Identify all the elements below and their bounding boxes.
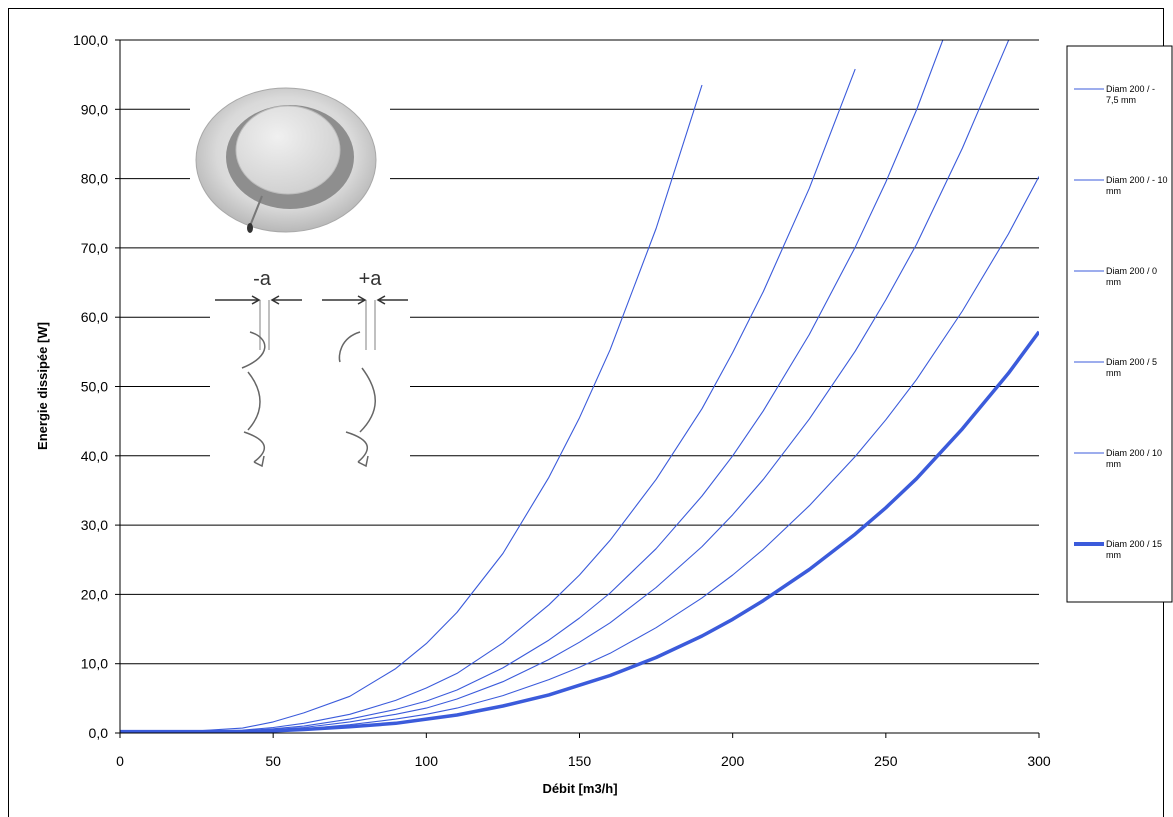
legend-label: mm [1106,277,1121,287]
series-line-6 [120,330,1039,733]
x-tick-label: 0 [116,753,124,769]
y-tick-label: 10,0 [81,656,108,672]
x-tick-label: 300 [1027,753,1051,769]
x-tick-label: 50 [265,753,281,769]
valve-photo [195,87,377,233]
legend-label: mm [1106,368,1121,378]
legend-label: mm [1106,186,1121,196]
legend-label: Diam 200 / 15 [1106,539,1162,549]
y-tick-label: 20,0 [81,586,108,602]
y-tick-label: 80,0 [81,171,108,187]
setting-schematic [215,295,408,468]
legend-label: Diam 200 / - [1106,84,1155,94]
y-tick-label: 50,0 [81,379,108,395]
legend-label: Diam 200 / 0 [1106,266,1157,276]
x-tick-labels: 0 50 100 150 200 250 300 [116,733,1051,769]
inset-label-plus-a: +a [359,268,383,290]
legend-label: Diam 200 / - 10 [1106,175,1168,185]
legend-label: mm [1106,459,1121,469]
y-tick-label: 30,0 [81,517,108,533]
x-tick-label: 250 [874,753,898,769]
inset-label-minus-a: -a [253,268,272,290]
series-line-2 [120,68,856,733]
x-axis-title: Débit [m3/h] [542,781,617,796]
y-axis-title: Energie dissipée [W] [35,322,50,450]
y-tick-label: 70,0 [81,240,108,256]
series-line-1 [120,84,703,733]
series-lines [120,40,1039,733]
y-tick-label: 0,0 [89,725,109,741]
legend-label: 7,5 mm [1106,95,1136,105]
y-tick-labels: 0,0 10,0 20,0 30,0 40,0 50,0 60,0 70,0 80,0 90,0 1… [73,32,120,741]
y-tick-label: 60,0 [81,309,108,325]
x-tick-label: 200 [721,753,745,769]
series-line-4 [120,40,1010,733]
series-line-3 [120,40,944,733]
legend-label: Diam 200 / 5 [1106,357,1157,367]
y-tick-label: 100,0 [73,32,108,48]
legend-box [1066,45,1173,603]
x-tick-label: 150 [568,753,592,769]
x-tick-label: 100 [415,753,439,769]
valve-inset-image: -a +a [190,66,410,474]
y-tick-label: 90,0 [81,101,108,117]
legend-label: mm [1106,550,1121,560]
y-tick-label: 40,0 [81,448,108,464]
legend-label: Diam 200 / 10 [1106,448,1162,458]
